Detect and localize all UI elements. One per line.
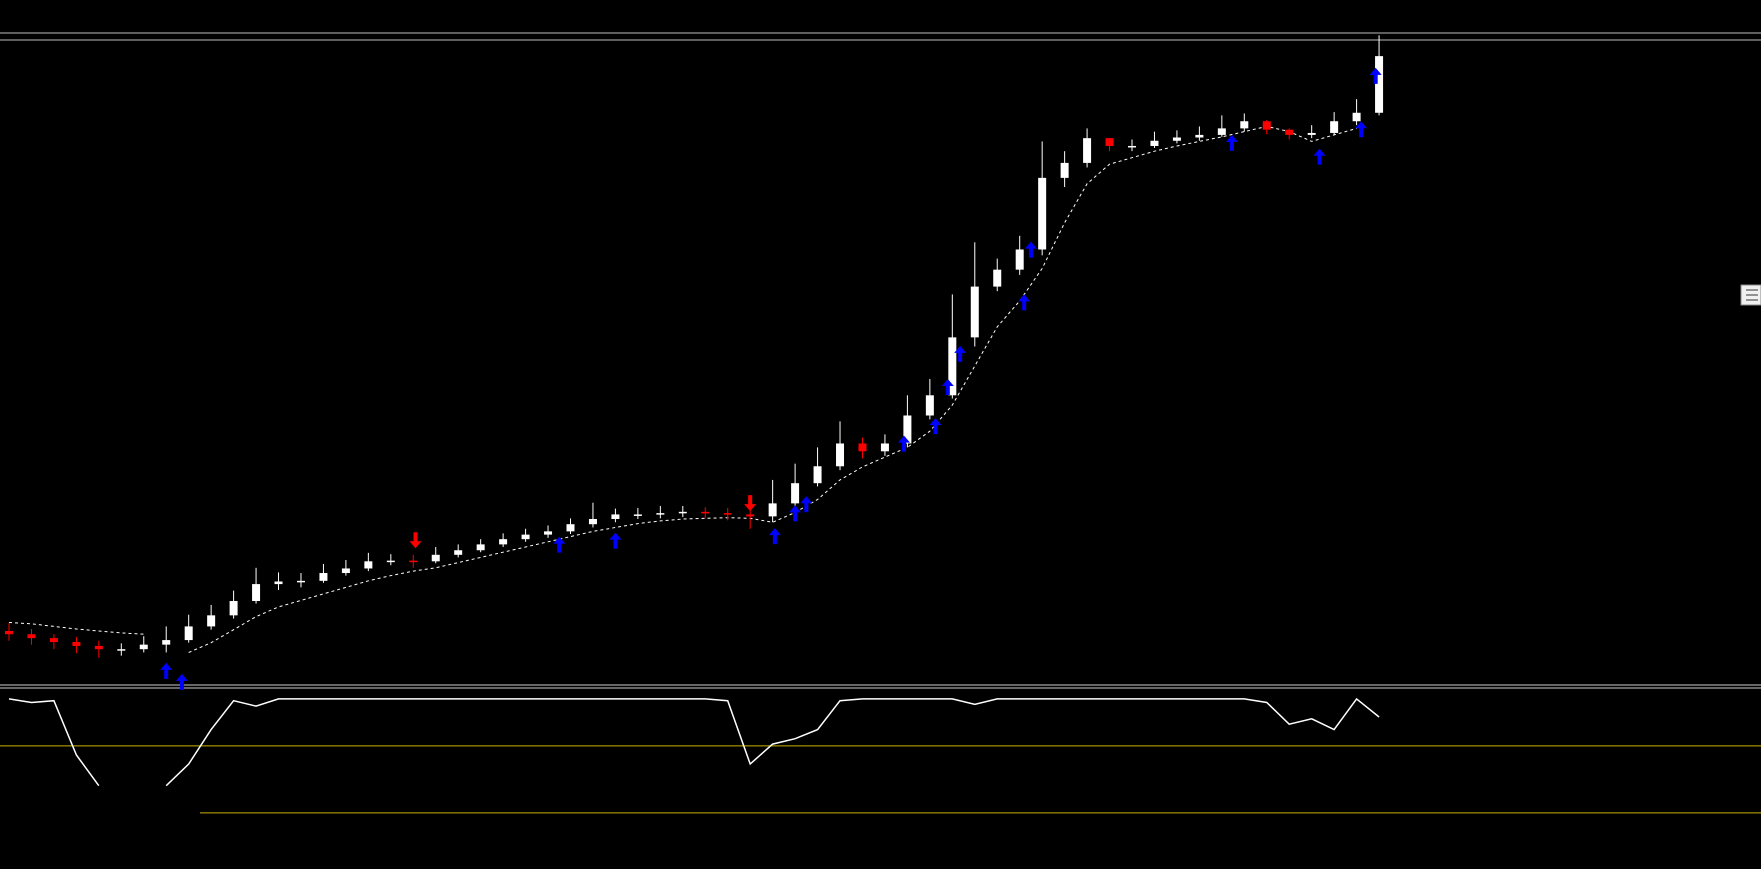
buy-arrow bbox=[954, 345, 967, 362]
buy-arrow bbox=[1313, 148, 1326, 165]
candle-body bbox=[117, 649, 126, 651]
side-button[interactable] bbox=[1740, 284, 1761, 306]
candle-body bbox=[1195, 134, 1204, 138]
candle-body bbox=[319, 573, 328, 581]
candle-body bbox=[768, 503, 777, 517]
candle-body bbox=[1262, 121, 1271, 130]
candle-body bbox=[858, 443, 867, 452]
buy-arrow bbox=[1355, 121, 1368, 138]
candle-body bbox=[499, 539, 508, 545]
sell-arrow bbox=[409, 532, 422, 549]
oscillator-line bbox=[8, 697, 1380, 787]
candle-body bbox=[566, 524, 575, 532]
candle-body bbox=[1015, 249, 1024, 270]
candle-body bbox=[791, 483, 800, 504]
candle-body bbox=[296, 580, 305, 583]
candle-body bbox=[139, 644, 148, 650]
candle-body bbox=[184, 626, 193, 641]
candle-body bbox=[633, 514, 642, 516]
candle-body bbox=[1352, 112, 1361, 122]
candle-body bbox=[476, 544, 485, 551]
candle-body bbox=[925, 395, 934, 416]
candle-body bbox=[1128, 145, 1136, 148]
buy-arrow bbox=[1024, 241, 1037, 258]
candle-body bbox=[162, 640, 171, 645]
candle-body bbox=[948, 337, 957, 396]
candle-body bbox=[409, 560, 418, 563]
candle-body bbox=[813, 466, 822, 484]
candle-body bbox=[701, 511, 710, 514]
candle-body bbox=[252, 584, 261, 602]
buy-arrow bbox=[1225, 134, 1238, 151]
buy-arrow bbox=[1018, 294, 1031, 311]
candle-body bbox=[1285, 129, 1294, 135]
candle-body bbox=[5, 630, 13, 635]
candle-body bbox=[1307, 132, 1316, 135]
buy-arrow bbox=[800, 496, 813, 513]
candle-body bbox=[1217, 128, 1226, 135]
candle-body bbox=[1375, 56, 1384, 113]
candle-body bbox=[1083, 138, 1092, 163]
candle-body bbox=[72, 642, 81, 646]
candle-body bbox=[903, 415, 912, 444]
candle-body bbox=[678, 511, 687, 514]
candle-body bbox=[1060, 162, 1069, 178]
candle-body bbox=[386, 560, 395, 563]
candle-body bbox=[1038, 177, 1047, 250]
candle-body bbox=[544, 531, 553, 535]
buy-arrow bbox=[175, 673, 188, 690]
candle-body bbox=[207, 615, 216, 627]
candle-body bbox=[274, 581, 283, 585]
stop-line bbox=[8, 125, 1357, 653]
candle-body bbox=[1172, 137, 1181, 141]
candle-body bbox=[454, 550, 463, 555]
candle-body bbox=[611, 514, 620, 519]
candle-body bbox=[364, 561, 373, 569]
candle-body bbox=[94, 645, 103, 650]
candle-body bbox=[723, 513, 732, 515]
candle-body bbox=[341, 568, 350, 574]
candle-body bbox=[1150, 140, 1159, 146]
candle-body bbox=[521, 534, 530, 540]
candle-body bbox=[836, 443, 845, 467]
candle-body bbox=[1105, 138, 1114, 146]
buy-arrow bbox=[929, 418, 942, 435]
candle-body bbox=[27, 634, 36, 639]
candle-body bbox=[993, 269, 1002, 287]
candle-body bbox=[1240, 121, 1249, 129]
candle-body bbox=[1330, 121, 1339, 133]
candle-body bbox=[431, 554, 440, 562]
buy-arrow bbox=[768, 528, 781, 545]
candle-body bbox=[588, 518, 597, 525]
buy-arrow bbox=[609, 532, 622, 549]
candle-body bbox=[970, 286, 979, 338]
buy-arrow bbox=[1369, 67, 1382, 84]
candle-body bbox=[746, 514, 755, 517]
buy-arrow bbox=[160, 662, 173, 679]
buy-arrow bbox=[941, 379, 954, 396]
buy-arrow bbox=[789, 505, 802, 522]
candle-body bbox=[656, 513, 665, 515]
candle-body bbox=[880, 443, 889, 452]
sell-arrow bbox=[744, 495, 757, 512]
buy-arrow bbox=[553, 536, 566, 553]
buy-arrow bbox=[898, 435, 911, 452]
candle-body bbox=[49, 638, 58, 643]
candle-body bbox=[229, 601, 238, 616]
